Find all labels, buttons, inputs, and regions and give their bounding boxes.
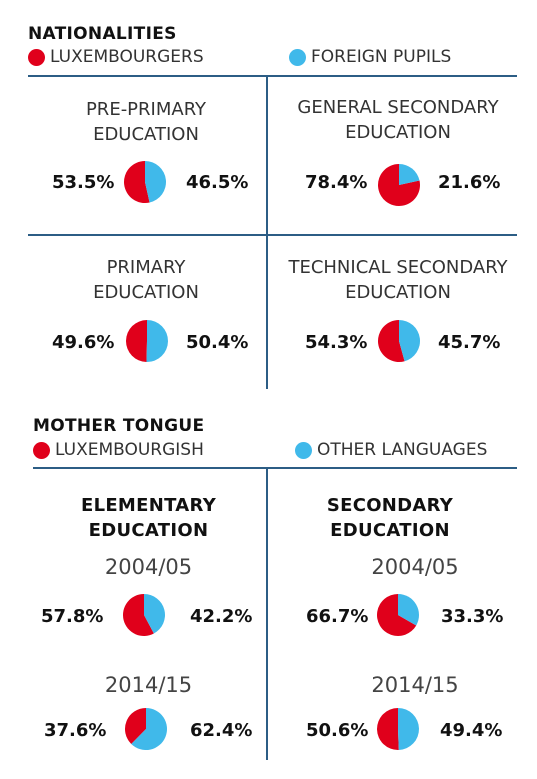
secondary-2014-other-value: 49.4% [440,720,503,741]
chart-title-line: GENERAL SECONDARY [297,97,499,118]
chart-title-line: PRIMARY [106,257,186,278]
chart-title-line: EDUCATION [93,124,199,145]
divider-line [28,234,517,236]
secondary-title: SECONDARY EDUCATION [270,493,510,543]
general-secondary-title: GENERAL SECONDARY EDUCATION [270,95,526,145]
chart-title-line: EDUCATION [93,282,199,303]
divider-vertical [266,76,268,389]
secondary-2014-lux-value: 50.6% [306,720,369,741]
legend-other-languages: OTHER LANGUAGES [295,440,487,460]
pie-slice-luxembourgers [126,320,147,362]
chart-title-line: PRE-PRIMARY [85,99,207,120]
pie-technical-secondary [378,320,420,362]
legend-luxembourgers-label: LUXEMBOURGERS [50,47,204,67]
elementary-2004-lux-value: 57.8% [41,606,104,627]
technical-secondary-title: TECHNICAL SECONDARY EDUCATION [270,255,526,305]
blue-dot-icon [295,441,312,459]
pie-elementary-2004 [123,594,165,636]
chart-title-line: SECONDARY [326,495,454,516]
nationalities-title: NATIONALITIES [28,24,177,44]
pre-primary-title: PRE-PRIMARY EDUCATION [28,97,264,147]
pie-slice-luxembourgish [377,594,417,636]
primary-lux-value: 49.6% [52,332,115,353]
pie-secondary-2004 [377,594,419,636]
pie-general-secondary [378,164,420,206]
mother-tongue-title: MOTHER TONGUE [33,416,205,436]
pre-primary-foreign-value: 46.5% [186,172,249,193]
general-secondary-lux-value: 78.4% [305,172,368,193]
chart-title-line: EDUCATION [88,520,209,541]
pie-slice-other-languages [131,708,167,750]
primary-foreign-value: 50.4% [186,332,249,353]
divider-line [28,75,517,77]
legend-other-languages-label: OTHER LANGUAGES [317,440,488,460]
secondary-year-2004: 2004/05 [371,555,459,579]
elementary-title: ELEMENTARY EDUCATION [33,493,264,543]
chart-title-line: ELEMENTARY [80,495,217,516]
pie-slice-foreign-pupils [399,164,420,185]
technical-secondary-foreign-value: 45.7% [438,332,501,353]
pie-slice-luxembourgish [377,708,399,750]
chart-title-line: EDUCATION [345,282,451,303]
chart-title-line: TECHNICAL SECONDARY [288,257,508,278]
red-dot-icon [28,48,45,66]
general-secondary-foreign-value: 21.6% [438,172,501,193]
pie-slice-luxembourgish [123,594,154,636]
pie-elementary-2014 [125,708,167,750]
pie-slice-other-languages [144,594,165,634]
primary-title: PRIMARY EDUCATION [28,255,264,305]
elementary-year-2004: 2004/05 [104,555,193,579]
pre-primary-lux-value: 53.5% [52,172,115,193]
legend-luxembourgers: LUXEMBOURGERS [28,47,204,67]
chart-title-line: EDUCATION [330,520,450,541]
pie-slice-luxembourgers [378,320,405,362]
pie-slice-luxembourgish [125,708,146,744]
pie-slice-foreign-pupils [145,161,166,203]
legend-foreign-pupils-label: FOREIGN PUPILS [311,47,452,67]
pie-slice-foreign-pupils [146,320,169,362]
elementary-2004-other-value: 42.2% [190,606,253,627]
pie-secondary-2014 [377,708,419,750]
pie-pre-primary [123,161,166,203]
legend-foreign-pupils: FOREIGN PUPILS [289,47,451,67]
pie-slice-other-languages [398,708,419,750]
red-dot-icon [33,441,50,459]
divider-line [33,467,517,469]
legend-luxembourgish-label: LUXEMBOURGISH [55,440,204,460]
divider-vertical [266,468,268,760]
secondary-2004-lux-value: 66.7% [306,606,369,627]
pie-slice-luxembourgers [123,161,150,203]
chart-title-line: EDUCATION [345,122,451,143]
elementary-year-2014: 2014/15 [104,673,193,697]
elementary-2014-other-value: 62.4% [190,720,253,741]
secondary-year-2014: 2014/15 [371,673,459,697]
elementary-2014-lux-value: 37.6% [44,720,107,741]
blue-dot-icon [289,48,306,66]
technical-secondary-lux-value: 54.3% [305,332,368,353]
pie-slice-other-languages [398,594,419,626]
secondary-2004-other-value: 33.3% [441,606,504,627]
pie-primary [126,320,169,362]
pie-slice-foreign-pupils [399,320,420,362]
legend-luxembourgish: LUXEMBOURGISH [33,440,204,460]
